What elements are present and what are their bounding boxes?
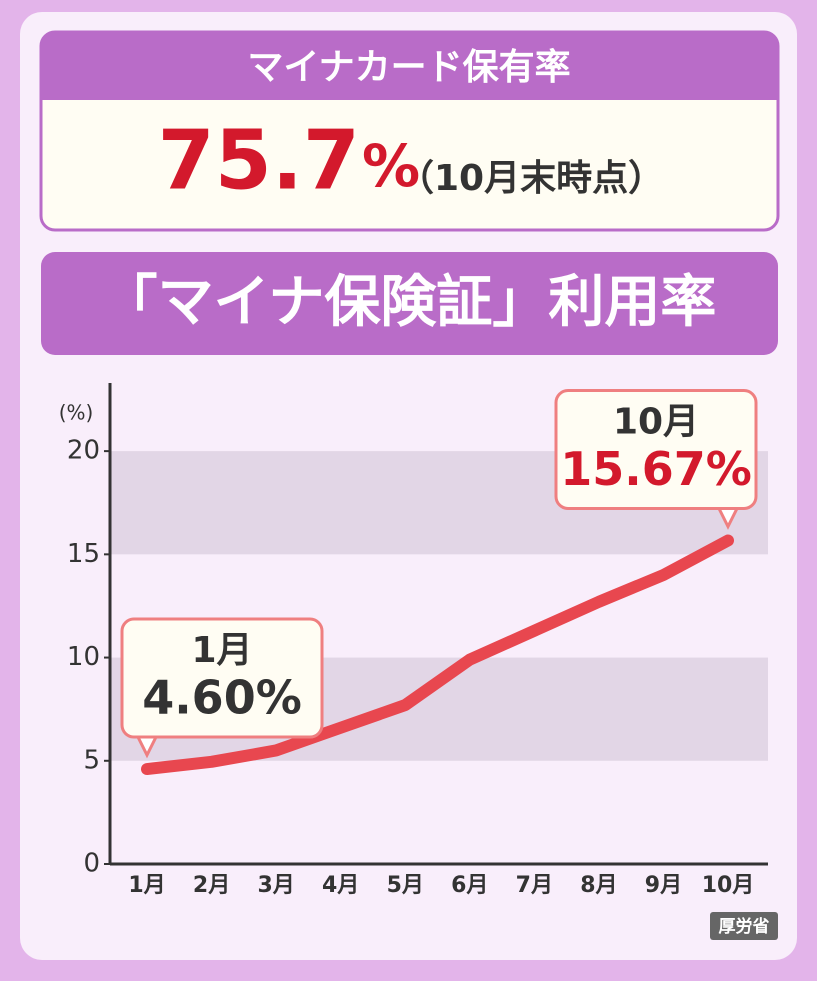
data-line [141,534,734,776]
y-tick-label: 5 [83,745,100,775]
y-tick-label: 10 [67,642,100,672]
x-tick-label: 2月 [193,873,230,898]
callout-box [554,389,758,511]
x-tick-label: 4月 [322,873,359,898]
data-label: 15.67% [560,442,752,496]
y-tick-label: 20 [67,436,100,466]
x-tick-label: 10月 [702,873,755,898]
x-tick-label: 1月 [128,873,165,898]
callout-box [120,617,324,739]
source-box [710,912,778,940]
header-bar [41,32,778,100]
x-tick-label: 5月 [387,873,424,898]
x-tick-label: 8月 [580,873,617,898]
data-label: 4.60% [142,671,302,725]
x-tick-label: 7月 [516,873,553,898]
x-tick-label: 3月 [257,873,294,898]
chart-title: 「マイナ保険証」利用率 [102,270,717,335]
header-note: （10月末時点） [398,158,664,199]
y-axis-label: (%) [59,401,94,425]
header-title: マイナカード保有率 [247,47,570,88]
x-tick-label: 6月 [451,873,488,898]
chart-title-bar [41,252,778,355]
x-tick-label: 9月 [645,873,682,898]
header-unit: % [362,132,420,200]
callout-month: 10月 [613,402,699,443]
callout-month: 1月 [191,630,252,671]
y-tick-label: 0 [83,849,100,879]
header-value: 75.7 [158,113,360,208]
source: 厚労省 [719,916,770,937]
y-tick-label: 15 [67,539,100,569]
